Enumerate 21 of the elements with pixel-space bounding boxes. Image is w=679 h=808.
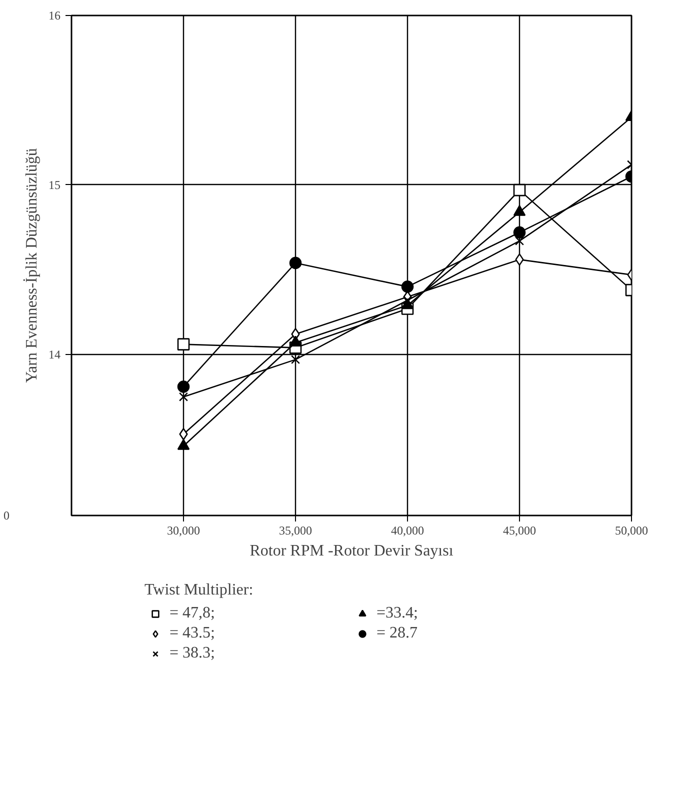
y-tick-label: 14: [48, 347, 60, 362]
point: [178, 392, 188, 402]
x-tick-label: 45,000: [503, 524, 536, 538]
point: [177, 380, 190, 393]
legend-label: = 43.5;: [170, 624, 216, 642]
point: [290, 355, 300, 364]
legend-title: Twist Multiplier:: [144, 582, 254, 600]
y-axis-title: Yarn Evenness-İplik Düzgünsüzlüğü: [22, 148, 40, 383]
legend-label: = 47,8;: [170, 604, 216, 622]
x-tick-label: 50,000: [615, 524, 648, 538]
legend-label: = 38.3;: [170, 644, 216, 662]
text: 0: [4, 508, 10, 522]
x-tick-label: 30,000: [167, 524, 200, 538]
y-tick-label: 15: [48, 178, 60, 192]
x-tick-label: 40,000: [391, 524, 424, 538]
x-tick-label: 35,000: [279, 524, 312, 538]
point: [177, 439, 190, 450]
legend-label: =33.4;: [376, 604, 419, 622]
legend-label: = 28.7: [376, 624, 419, 642]
y-tick-label: 16: [48, 8, 60, 22]
x-axis-title: Rotor RPM -Rotor Devir Sayısı: [250, 542, 454, 560]
